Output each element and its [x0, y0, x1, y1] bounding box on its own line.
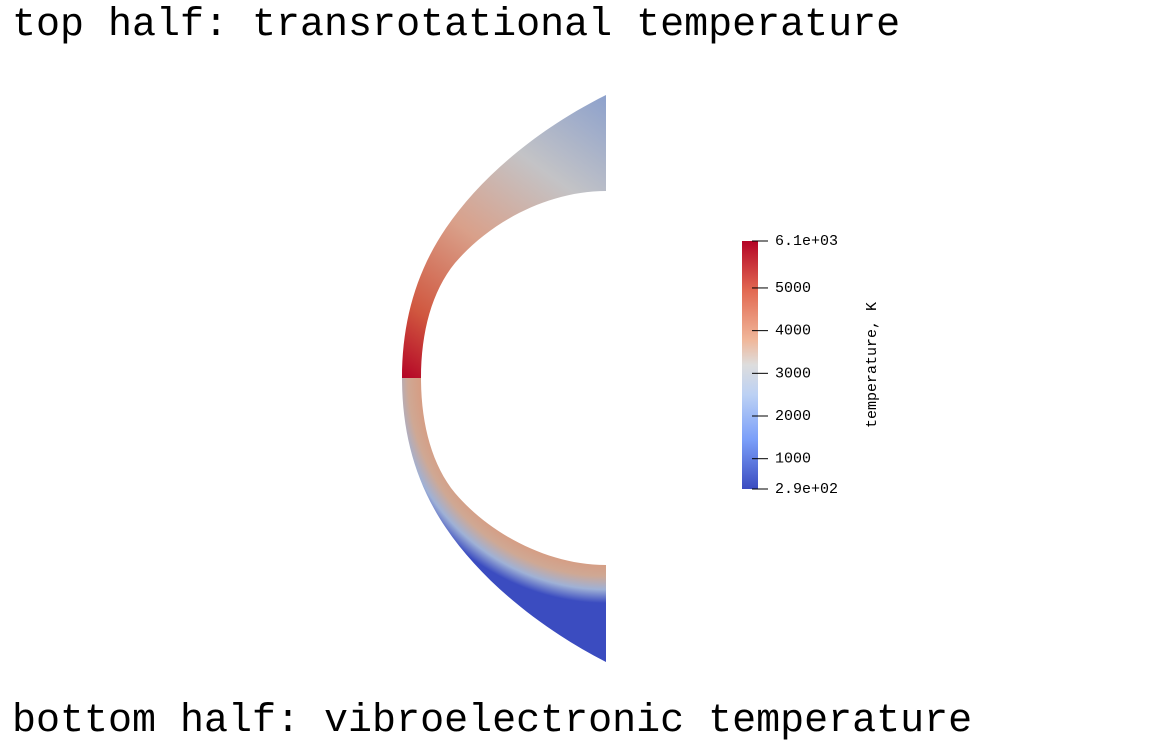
- colorbar-ticks: 6.1e+03 5000 4000 3000 2000 1000 2.9e+02: [752, 233, 838, 498]
- colorbar-gradient: [742, 241, 758, 489]
- shock-layer-bottom-half: [402, 378, 606, 662]
- shock-layer-plot: [402, 95, 606, 662]
- colorbar-tick-label-6: 2.9e+02: [775, 481, 838, 498]
- colorbar-tick-label-4: 2000: [775, 408, 811, 425]
- top-caption: top half: transrotational temperature: [12, 3, 901, 48]
- colorbar: 6.1e+03 5000 4000 3000 2000 1000 2.9e+02 tempe…: [742, 233, 881, 498]
- colorbar-tick-label-1: 5000: [775, 280, 811, 297]
- colorbar-tick-label-2: 4000: [775, 323, 811, 340]
- colorbar-title: temperature, K: [864, 302, 881, 428]
- colorbar-tick-label-5: 1000: [775, 451, 811, 468]
- shock-layer-top-half: [402, 95, 606, 378]
- colorbar-tick-label-3: 3000: [775, 365, 811, 382]
- bottom-caption: bottom half: vibroelectronic temperature: [12, 699, 973, 744]
- colorbar-tick-label-0: 6.1e+03: [775, 233, 838, 250]
